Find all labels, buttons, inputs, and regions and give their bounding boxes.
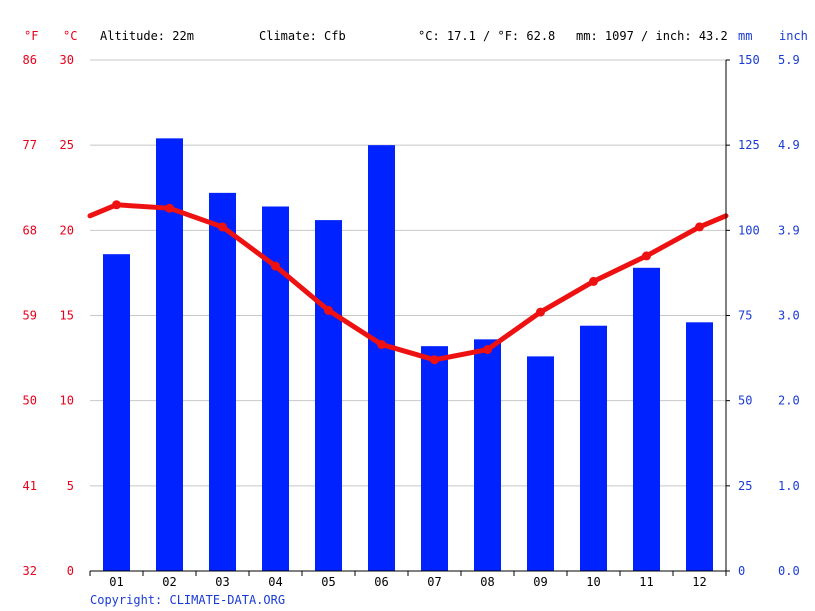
- inch-unit-label: inch: [779, 29, 808, 43]
- temperature-point: [695, 222, 704, 232]
- mm-tick-label: 25: [738, 479, 752, 493]
- temperature-point: [112, 200, 121, 210]
- temperature-point: [589, 276, 598, 286]
- temperature-point: [324, 305, 333, 315]
- month-tick-label: 06: [374, 575, 388, 589]
- month-tick-label: 08: [480, 575, 494, 589]
- precipitation-bar: [103, 254, 130, 571]
- precipitation-bar: [156, 138, 183, 571]
- celsius-tick-label: 5: [67, 479, 74, 493]
- fahrenheit-tick-label: 77: [23, 138, 37, 152]
- temperature-line: [87, 200, 729, 365]
- month-tick-label: 12: [692, 575, 706, 589]
- mm-tick-label: 150: [738, 53, 760, 67]
- altitude-label: Altitude: 22m: [100, 29, 194, 43]
- inch-tick-label: 3.0: [778, 309, 800, 323]
- inch-tick-label: 4.9: [778, 138, 800, 152]
- temperature-point: [536, 307, 545, 317]
- mm-tick-label: 75: [738, 309, 752, 323]
- fahrenheit-unit-label: °F: [24, 29, 38, 43]
- celsius-tick-label: 20: [60, 223, 74, 237]
- month-tick-label: 03: [215, 575, 229, 589]
- temperature-point: [165, 203, 174, 213]
- month-tick-label: 05: [321, 575, 335, 589]
- total-precipitation-label: mm: 1097 / inch: 43.2: [576, 29, 728, 43]
- temperature-point: [483, 345, 492, 355]
- mm-tick-label: 0: [738, 564, 745, 578]
- month-tick-label: 04: [268, 575, 282, 589]
- inch-tick-label: 0.0: [778, 564, 800, 578]
- temperature-point: [642, 251, 651, 261]
- month-tick-label: 02: [162, 575, 176, 589]
- precipitation-bar: [580, 325, 607, 571]
- tick-labels: 3241505968778605101520253002550751001251…: [23, 53, 800, 589]
- inch-tick-label: 5.9: [778, 53, 800, 67]
- celsius-tick-label: 15: [60, 309, 74, 323]
- precipitation-bar: [315, 220, 342, 571]
- grid-lines: [90, 59, 726, 487]
- axes: [89, 59, 730, 576]
- copyright-text: Copyright: CLIMATE-DATA.ORG: [90, 593, 285, 607]
- climate-label: Climate: Cfb: [259, 29, 346, 43]
- month-tick-label: 01: [109, 575, 123, 589]
- inch-tick-label: 1.0: [778, 479, 800, 493]
- month-tick-label: 11: [639, 575, 653, 589]
- mm-tick-label: 50: [738, 394, 752, 408]
- celsius-tick-label: 30: [60, 53, 74, 67]
- fahrenheit-tick-label: 59: [23, 309, 37, 323]
- precipitation-bar: [633, 267, 660, 571]
- mm-tick-label: 100: [738, 223, 760, 237]
- mm-unit-label: mm: [738, 29, 752, 43]
- fahrenheit-tick-label: 32: [23, 564, 37, 578]
- mm-tick-label: 125: [738, 138, 760, 152]
- month-tick-label: 07: [427, 575, 441, 589]
- fahrenheit-tick-label: 41: [23, 479, 37, 493]
- fahrenheit-tick-label: 86: [23, 53, 37, 67]
- temperature-point: [430, 355, 439, 365]
- temperature-line-path: [87, 202, 729, 363]
- precipitation-bar: [368, 145, 395, 571]
- average-temperature-label: °C: 17.1 / °F: 62.8: [418, 29, 555, 43]
- inch-tick-label: 2.0: [778, 394, 800, 408]
- celsius-tick-label: 0: [67, 564, 74, 578]
- inch-tick-label: 3.9: [778, 223, 800, 237]
- precipitation-bar: [686, 322, 713, 571]
- fahrenheit-tick-label: 50: [23, 394, 37, 408]
- precipitation-bar: [421, 346, 448, 571]
- precipitation-bar: [209, 192, 236, 572]
- temperature-point: [218, 222, 227, 232]
- precipitation-bar: [527, 356, 554, 571]
- month-tick-label: 10: [586, 575, 600, 589]
- temperature-point: [271, 261, 280, 271]
- precipitation-bar: [474, 339, 501, 571]
- fahrenheit-tick-label: 68: [23, 223, 37, 237]
- celsius-tick-label: 10: [60, 394, 74, 408]
- month-tick-label: 09: [533, 575, 547, 589]
- celsius-tick-label: 25: [60, 138, 74, 152]
- celsius-unit-label: °C: [63, 29, 77, 43]
- temperature-point: [377, 339, 386, 349]
